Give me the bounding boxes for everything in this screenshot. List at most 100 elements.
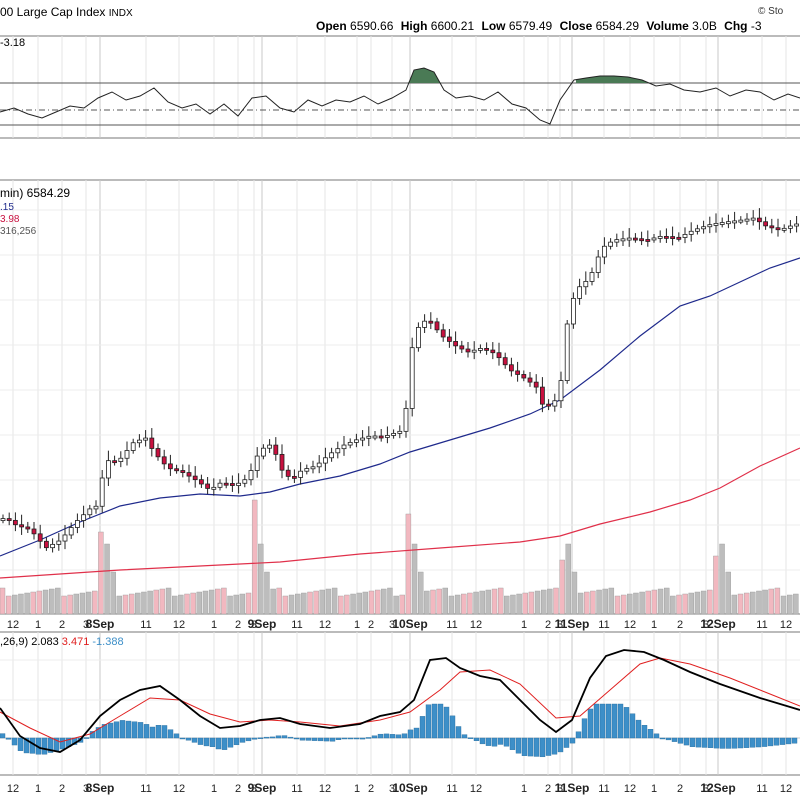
tick-label-lower-0: 12 — [7, 783, 19, 795]
histogram-bar-31 — [185, 737, 192, 741]
volume-bar-11 — [67, 594, 73, 615]
histogram-bar-63 — [377, 733, 384, 739]
histogram-bar-45 — [269, 736, 276, 739]
candle-body-124 — [769, 225, 775, 229]
volume-bar-120 — [737, 593, 744, 615]
volume-bar-26 — [159, 588, 166, 615]
candle-body-99 — [614, 239, 620, 243]
volume-bar-6 — [36, 590, 43, 615]
histogram-bar-23 — [137, 722, 144, 739]
oscillator-line — [0, 67, 800, 125]
histogram-bar-50 — [299, 737, 306, 741]
histogram-bar-3 — [17, 737, 24, 751]
tick-label-lower-30: 12 — [780, 783, 792, 795]
histogram-bar-127 — [761, 737, 768, 747]
candle-body-58 — [360, 437, 366, 441]
volume-bar-128 — [787, 594, 793, 615]
volume-bar-97 — [596, 589, 602, 615]
histogram-bar-18 — [107, 722, 114, 739]
candle-body-83 — [515, 370, 520, 375]
volume-bar-39 — [239, 593, 246, 615]
histogram-bar-90 — [539, 737, 546, 758]
candle-body-2 — [12, 519, 18, 526]
volume-bar-18 — [110, 571, 116, 615]
macd-legend: ,26,9) 2.083 3.471 -1.388 — [0, 636, 124, 648]
candlesticks — [0, 208, 799, 553]
candle-body-67 — [415, 326, 421, 349]
histogram-bar-59 — [353, 737, 360, 740]
volume-bar-50 — [307, 591, 313, 615]
volume-bar-98 — [602, 588, 608, 615]
candle-body-120 — [744, 218, 750, 222]
histogram-bar-97 — [581, 718, 588, 739]
histogram-bar-100 — [599, 703, 606, 739]
volume-bar-54 — [331, 587, 338, 615]
candle-body-71 — [440, 329, 446, 338]
histogram-bar-51 — [305, 737, 312, 741]
histogram-bar-130 — [779, 737, 786, 745]
candle-body-88 — [546, 403, 551, 407]
volume-bar-20 — [122, 594, 129, 615]
histogram-bar-55 — [329, 737, 336, 742]
volume-bar-36 — [221, 587, 227, 615]
histogram-bar-66 — [395, 734, 402, 739]
histogram-bar-121 — [725, 737, 732, 749]
volume-bar-51 — [313, 590, 319, 615]
candle-body-65 — [403, 408, 409, 432]
tick-label-lower-21: 3 — [557, 783, 563, 795]
histogram-bar-78 — [467, 737, 474, 739]
candle-body-74 — [459, 345, 465, 350]
candle-body-105 — [651, 237, 657, 241]
volume-bar-92 — [565, 543, 571, 615]
candle-body-45 — [279, 453, 285, 471]
tick-label-lower-17: 11 — [446, 783, 457, 795]
histogram-bar-132 — [791, 737, 798, 744]
candle-body-114 — [707, 224, 713, 228]
volume-bar-64 — [393, 595, 399, 615]
open-value: 6590.66 — [350, 19, 394, 33]
histogram-bar-20 — [119, 720, 126, 739]
volume-bar-61 — [374, 589, 381, 615]
candle-body-0 — [0, 518, 6, 521]
tick-label-lower-19: 1 — [521, 783, 527, 795]
tick-label-lower-26: 2 — [677, 783, 683, 795]
volume-bar-48 — [295, 593, 301, 615]
tick-label-upper-22: 11Sep — [555, 617, 590, 631]
histogram-bar-49 — [293, 737, 300, 740]
macd-histogram — [0, 703, 798, 758]
volume-bar-58 — [356, 592, 362, 615]
open-label: Open — [316, 19, 347, 33]
volume-bar-12 — [73, 593, 80, 615]
volume-bar-87 — [534, 590, 541, 615]
histogram-bar-131 — [785, 737, 792, 745]
candle-body-57 — [353, 439, 359, 443]
candle-body-112 — [695, 228, 700, 232]
volume-bar-4 — [24, 592, 30, 615]
low-label: Low — [482, 19, 507, 33]
volume-bar-127 — [780, 595, 787, 615]
candle-body-91 — [564, 323, 570, 381]
close-value: 6584.29 — [596, 19, 640, 33]
close-label: Close — [560, 19, 593, 33]
volume-bar-103 — [633, 592, 639, 615]
candle-body-64 — [397, 430, 403, 434]
tick-label-upper-28: 12Sep — [700, 617, 735, 631]
histogram-bar-73 — [437, 703, 444, 739]
candle-body-34 — [211, 486, 217, 490]
histogram-bar-86 — [515, 737, 522, 754]
volume-bar-53 — [325, 588, 332, 615]
candle-body-56 — [347, 441, 353, 446]
candle-body-33 — [205, 483, 211, 489]
tick-label-lower-27: 3 — [703, 783, 709, 795]
candle-body-44 — [273, 444, 279, 455]
histogram-bar-118 — [707, 737, 714, 748]
volume-bar-116 — [713, 555, 719, 615]
tick-label-upper-3: 3 — [83, 619, 89, 631]
candle-body-102 — [633, 237, 638, 241]
long-moving-average — [0, 447, 800, 579]
candle-body-98 — [608, 241, 613, 247]
histogram-bar-126 — [755, 737, 762, 748]
candle-body-115 — [713, 222, 719, 226]
candle-body-113 — [701, 226, 706, 230]
